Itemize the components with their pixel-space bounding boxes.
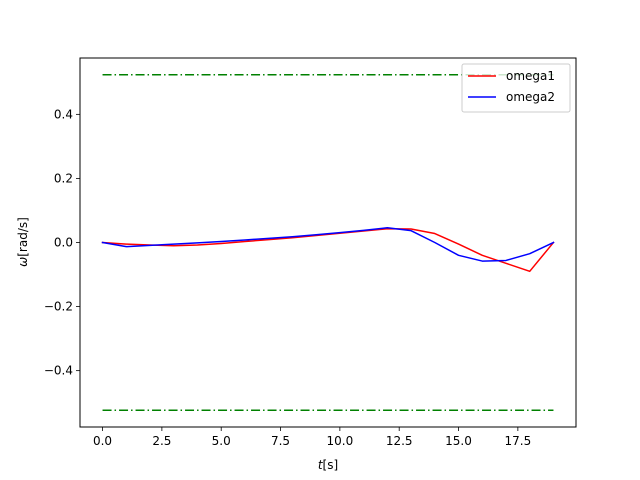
x-axis-label-symbol: t	[318, 458, 324, 472]
bounds-layer	[102, 74, 554, 411]
y-axis-label-unit: [rad/s]	[16, 217, 30, 257]
x-tick-label: 0.0	[93, 434, 112, 448]
y-tick-label: 0.2	[54, 171, 73, 185]
y-tick-label: −0.2	[44, 300, 73, 314]
y-axis-label: ω[rad/s]	[16, 217, 30, 267]
x-tick-label: 12.5	[386, 434, 413, 448]
x-tick-label: 2.5	[152, 434, 171, 448]
x-axis-ticks: 0.0 2.5 5.0 7.5 10.0 12.5 15.0 17.5	[93, 427, 531, 448]
plot-area	[101, 74, 555, 411]
y-tick-label: −0.4	[44, 364, 73, 378]
y-tick-label: 0.4	[54, 107, 73, 121]
series-line-omega2	[101, 227, 555, 262]
x-axis-label-unit: [s]	[323, 458, 339, 472]
x-tick-label: 15.0	[445, 434, 472, 448]
legend-label-omega2: omega2	[506, 90, 555, 104]
x-tick-label: 10.0	[327, 434, 354, 448]
axes-frame	[79, 57, 577, 428]
y-axis-ticks: −0.4 −0.2 0.0 0.2 0.4	[44, 107, 80, 378]
series-layer	[101, 227, 555, 273]
x-tick-label: 7.5	[271, 434, 290, 448]
y-axis-label-symbol: ω	[16, 257, 30, 267]
series-line-omega1	[101, 227, 555, 273]
y-tick-label: 0.0	[54, 236, 73, 250]
legend-items: omega1 omega2	[468, 69, 555, 104]
legend-label-omega1: omega1	[506, 69, 555, 83]
legend: omega1 omega2	[461, 63, 571, 113]
x-tick-label: 17.5	[504, 434, 531, 448]
x-tick-label: 5.0	[212, 434, 231, 448]
x-axis-label: t[s]	[318, 458, 338, 472]
